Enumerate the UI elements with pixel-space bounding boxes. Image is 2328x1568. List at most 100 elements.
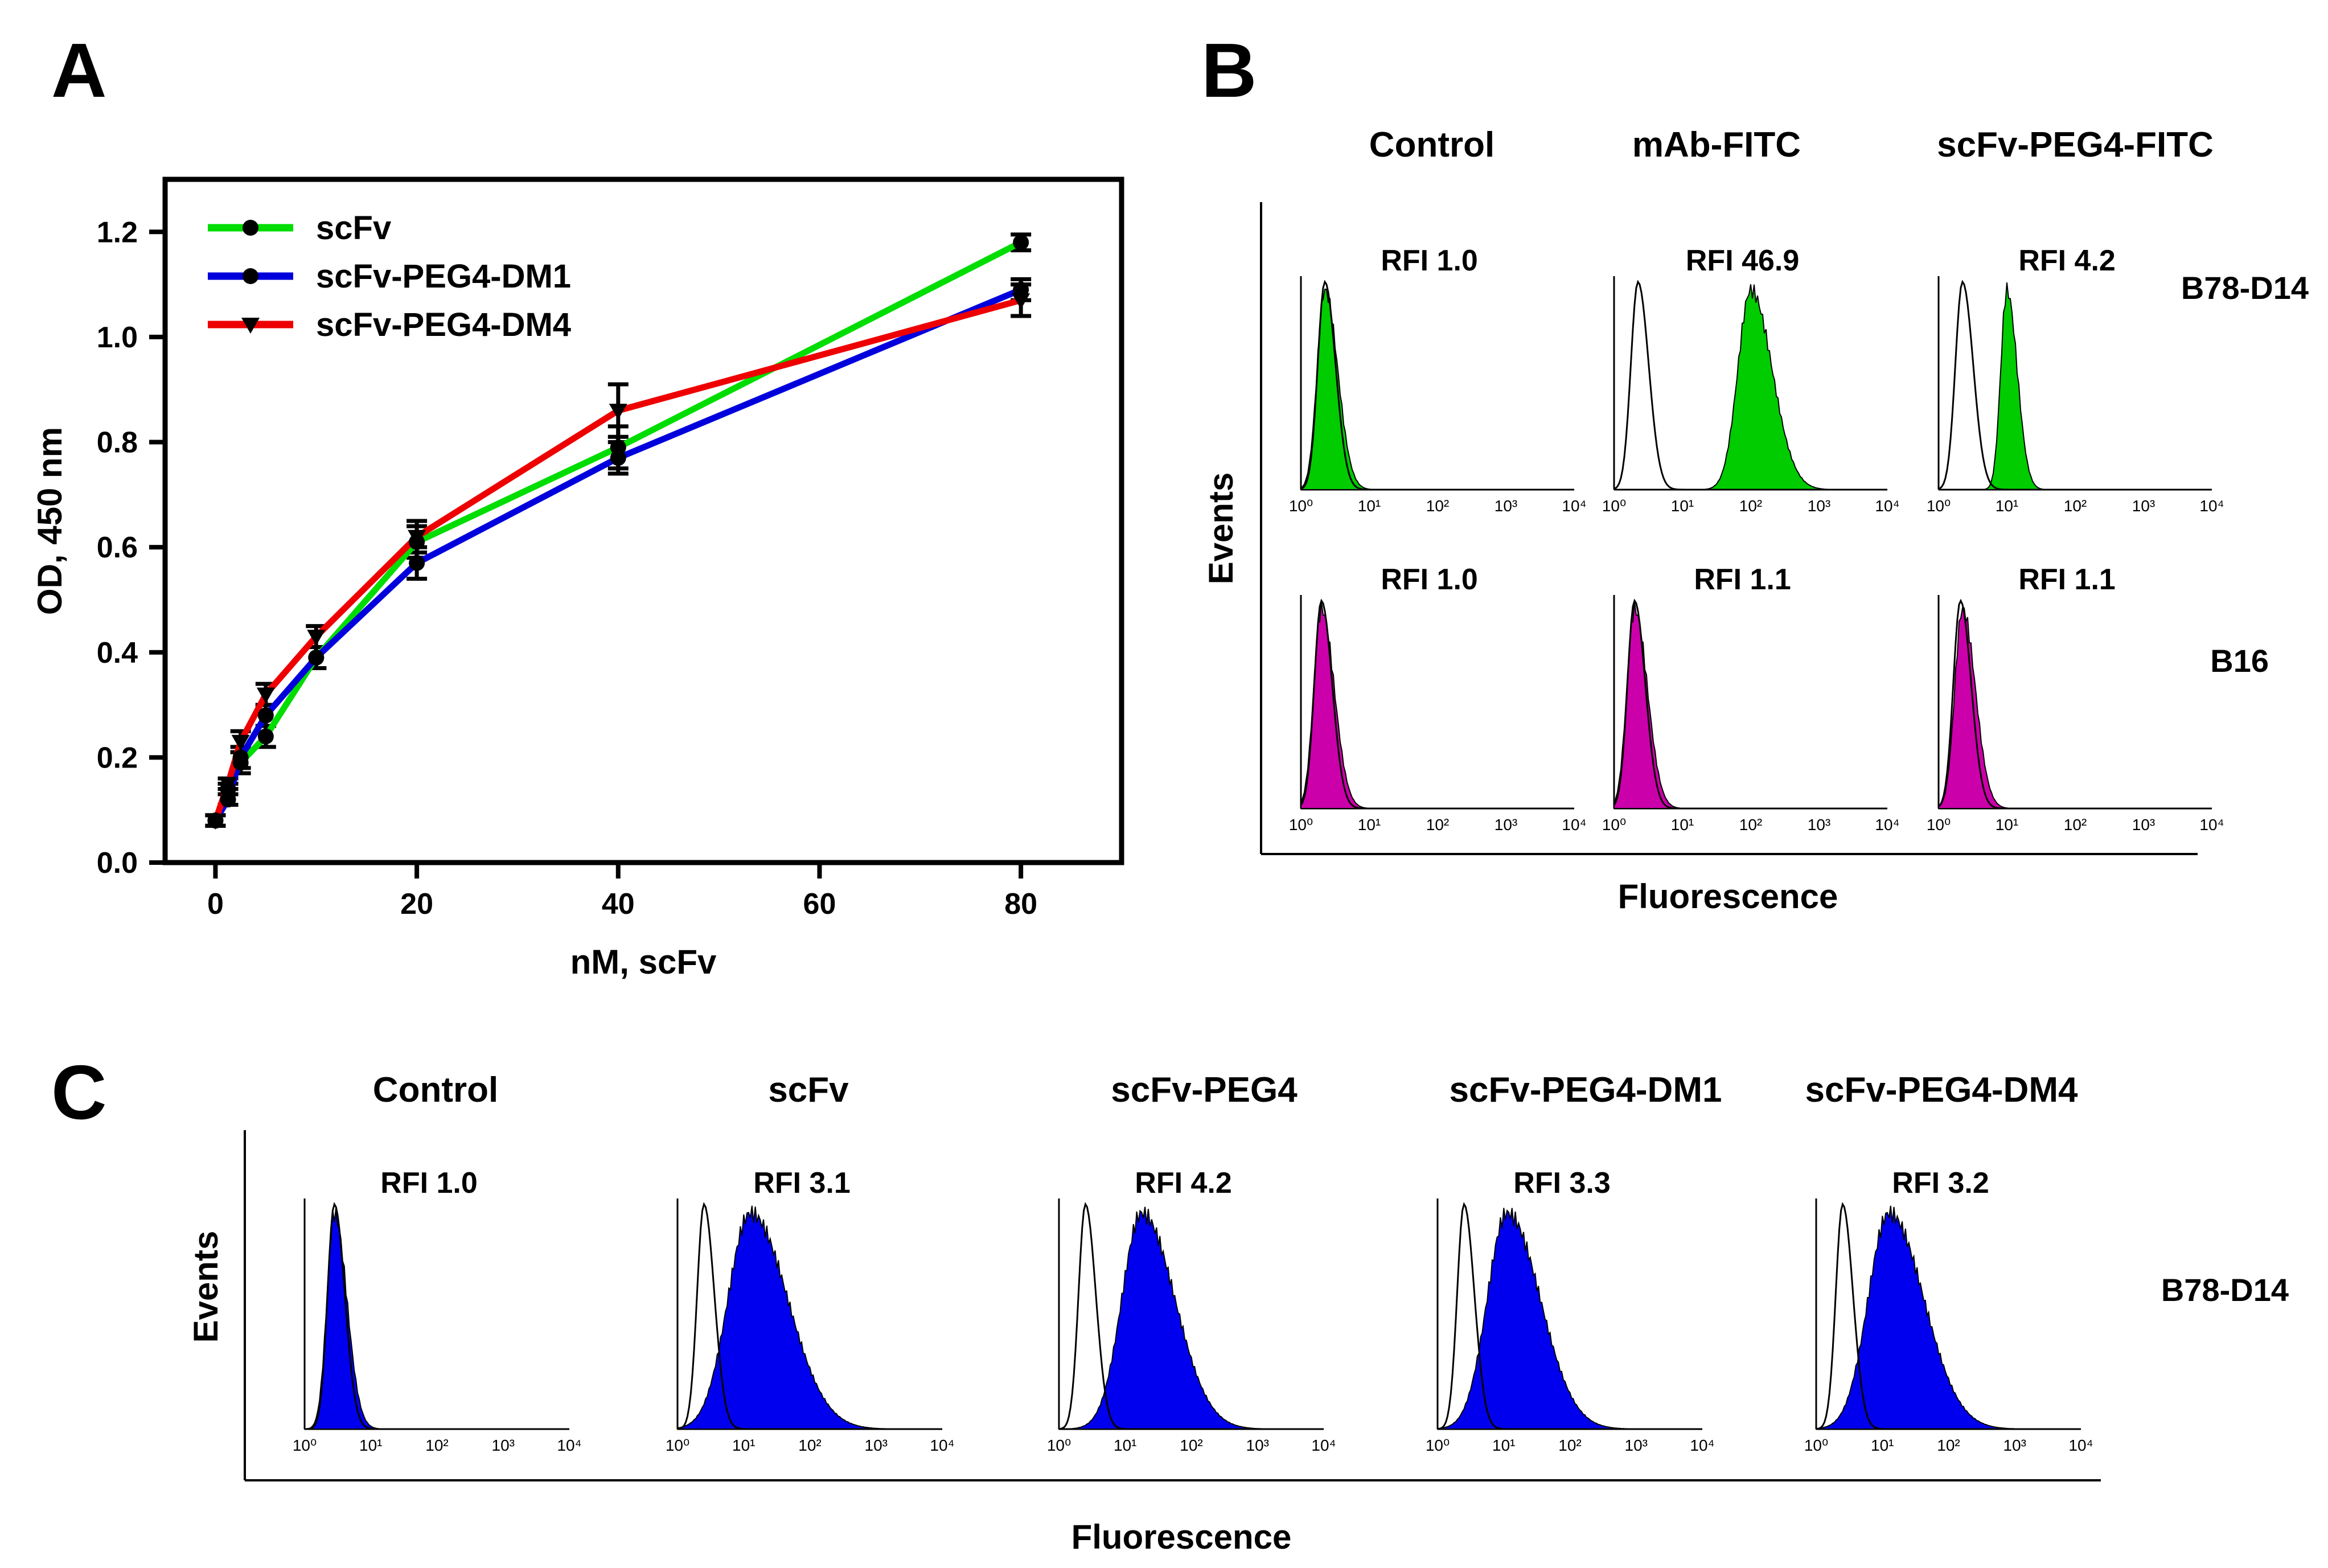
data-point (232, 749, 249, 766)
histogram-tick-label: 10³ (1246, 1436, 1269, 1454)
histogram-tick-label: 10² (1180, 1436, 1202, 1454)
row-label-b78-d14: B78-D14 (2181, 270, 2309, 306)
histogram-tick-label: 10⁰ (666, 1436, 689, 1454)
data-point (610, 450, 626, 466)
histogram-tick-label: 10⁰ (293, 1436, 317, 1454)
panel-a-letter: A (51, 27, 107, 113)
histogram-tick-label: 10¹ (732, 1436, 755, 1454)
histogram-tick-label: 10⁴ (2199, 816, 2224, 834)
y-tick-label: 0.8 (97, 426, 138, 459)
x-axis-label: nM, scFv (570, 943, 717, 981)
histogram-control-outline (1613, 598, 1887, 810)
legend-marker (243, 220, 258, 236)
events-axis-label: Events (1202, 473, 1240, 585)
panel-b-letter: B (1201, 27, 1257, 113)
histogram-tick-label: 10⁴ (2199, 497, 2224, 515)
histogram-fill (677, 1205, 942, 1430)
y-tick-label: 0.6 (97, 531, 138, 564)
column-header: scFv-PEG4-DM1 (1450, 1070, 1722, 1110)
legend-label: scFv-PEG4-DM4 (316, 306, 571, 343)
series-line-scfv-peg4-dm1 (212, 286, 1023, 822)
x-tick-label: 80 (1004, 888, 1037, 921)
legend-marker (241, 318, 260, 334)
plot-frame (162, 176, 1124, 865)
legend-label: scFv-PEG4-DM1 (316, 258, 571, 295)
histogram-tick-label: 10⁰ (1426, 1436, 1450, 1454)
histogram-tick-label: 10⁰ (1289, 816, 1313, 834)
data-point (1012, 293, 1030, 310)
histogram-fill (1939, 282, 2212, 490)
data-point (206, 814, 225, 830)
data-point (307, 630, 326, 646)
events-axis-label: Events (187, 1231, 225, 1343)
rfi-label: RFI 46.9 (1686, 244, 1799, 277)
histogram-tick-label: 10⁴ (930, 1436, 954, 1454)
histogram-control-outline (304, 1202, 569, 1430)
histogram-control-outline (1058, 1202, 1324, 1430)
histogram-tick-label: 10¹ (1871, 1436, 1894, 1454)
histogram-fill (1058, 1206, 1324, 1430)
histogram-tick-label: 10⁴ (1875, 497, 1899, 515)
histogram-tick-label: 10⁰ (1289, 497, 1313, 515)
histogram-control-outline (1613, 280, 1887, 491)
histogram-control-outline (1300, 280, 1574, 491)
data-point (1013, 234, 1029, 251)
histogram-tick-label: 10³ (1494, 816, 1517, 834)
data-point (256, 687, 275, 704)
histogram-tick-label: 10⁰ (1927, 816, 1951, 834)
rfi-label: RFI 3.3 (1513, 1167, 1611, 1200)
histogram-control-outline (1938, 280, 2212, 491)
histogram-tick-label: 10¹ (1671, 497, 1694, 515)
panel-c-letter: C (51, 1049, 107, 1135)
histogram-tick-label: 10² (1739, 497, 1762, 515)
column-header: scFv-PEG4-FITC (1937, 125, 2214, 165)
y-tick-label: 0.0 (97, 847, 138, 880)
rfi-label: RFI 4.2 (2018, 244, 2116, 277)
data-point (257, 707, 274, 724)
data-point (220, 791, 236, 808)
histogram-tick-label: 10¹ (1996, 816, 2018, 834)
histogram-tick-label: 10² (1558, 1436, 1581, 1454)
histogram-tick-label: 10³ (1494, 497, 1517, 515)
fluorescence-axis-label: Fluorescence (1071, 1518, 1292, 1556)
histogram-tick-label: 10³ (865, 1436, 888, 1454)
rfi-label: RFI 1.1 (1694, 563, 1791, 596)
histogram-tick-label: 10¹ (1492, 1436, 1515, 1454)
histogram-tick-label: 10⁰ (1047, 1436, 1071, 1454)
histogram-control-outline (677, 1202, 942, 1430)
series-line-scfv-peg4-dm4 (212, 297, 1022, 822)
histogram-control-outline (1437, 1202, 1702, 1430)
panel-b-histogram-grid: Control mAb-FITC scFv-PEG4-FITC 10⁰ 10¹ 10² 10… (1202, 125, 2309, 916)
data-point (408, 529, 426, 546)
rfi-label: RFI 3.1 (753, 1167, 851, 1200)
y-axis-label: OD, 450 nm (31, 427, 69, 615)
histogram-tick-label: 10⁰ (1602, 497, 1626, 515)
y-tick-label: 1.2 (97, 216, 138, 249)
data-point (609, 404, 627, 420)
histogram-control-outline (1937, 598, 2212, 810)
histogram-tick-label: 10² (1426, 497, 1449, 515)
histogram-tick-label: 10² (798, 1436, 821, 1454)
histogram-tick-label: 10⁰ (1927, 497, 1951, 515)
histogram-tick-label: 10⁴ (1690, 1436, 1714, 1454)
histogram-tick-label: 10¹ (1671, 816, 1694, 834)
histogram-tick-label: 10¹ (359, 1436, 382, 1454)
legend-label: scFv (316, 210, 391, 247)
histogram-tick-label: 10⁰ (1804, 1436, 1828, 1454)
row-label-b16: B16 (2210, 643, 2269, 679)
histogram-tick-label: 10³ (1808, 816, 1830, 834)
histogram-tick-label: 10³ (1625, 1436, 1648, 1454)
histogram-tick-label: 10³ (1808, 497, 1830, 515)
histogram-tick-label: 10⁰ (1602, 816, 1626, 834)
histogram-tick-label: 10³ (492, 1436, 515, 1454)
histogram-fill (1437, 1208, 1702, 1430)
y-tick-label: 0.2 (97, 741, 138, 774)
histogram-fill (1816, 1205, 2081, 1430)
histogram-tick-label: 10⁴ (2068, 1436, 2093, 1454)
histogram-tick-label: 10¹ (1996, 497, 2018, 515)
histogram-fill (1300, 288, 1574, 490)
legend-marker (243, 268, 258, 284)
x-tick-label: 0 (207, 888, 224, 921)
column-header: scFv (768, 1070, 849, 1110)
